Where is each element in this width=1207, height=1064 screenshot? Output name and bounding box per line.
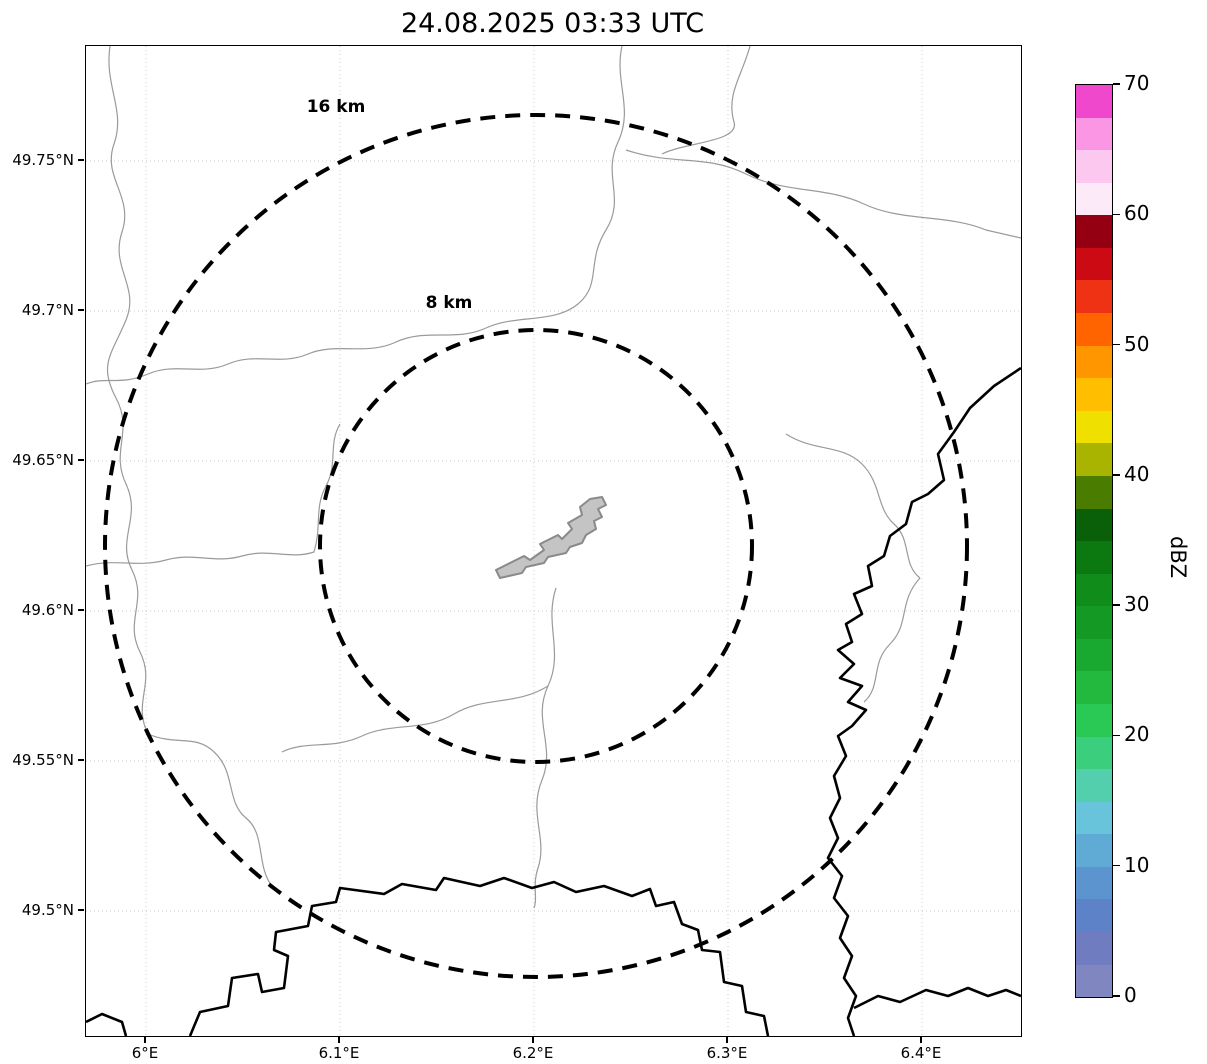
x-tick-mark: [144, 1037, 146, 1043]
colorbar-segment: [1076, 85, 1112, 118]
y-tick-label: 49.65°N: [12, 451, 74, 469]
colorbar-segment: [1076, 606, 1112, 639]
admin-boundary-line: [661, 46, 751, 155]
x-tick-label: 6°E: [131, 1044, 159, 1062]
colorbar-tick-label: 30: [1124, 592, 1150, 617]
colorbar-segment: [1076, 541, 1112, 574]
colorbar-tick-mark: [1113, 604, 1120, 606]
colorbar-tick-mark: [1113, 995, 1120, 997]
colorbar-segment: [1076, 866, 1112, 900]
colorbar-tick-mark: [1113, 83, 1120, 85]
colorbar-segment: [1076, 475, 1112, 509]
x-tick-mark: [532, 1037, 534, 1043]
colorbar-tick-mark: [1113, 734, 1120, 737]
x-tick-mark: [920, 1037, 922, 1043]
colorbar-tick-label: 20: [1124, 722, 1150, 747]
colorbar-segment: [1076, 345, 1112, 379]
colorbar-segment: [1076, 378, 1112, 411]
country-border-line: [86, 1012, 128, 1036]
colorbar-segment: [1076, 769, 1112, 802]
admin-boundary-line: [863, 577, 921, 703]
admin-boundary-line: [86, 423, 341, 567]
colorbar-tick-label: 60: [1124, 201, 1150, 226]
colorbar-tick-label: 0: [1124, 983, 1137, 1007]
colorbar-tick-label: 40: [1124, 461, 1150, 486]
x-tick-label: 6.2°E: [512, 1044, 554, 1062]
colorbar-segment: [1076, 215, 1112, 248]
country-border-line: [188, 876, 770, 1036]
admin-boundary-line: [86, 46, 625, 385]
colorbar-tick-label: 70: [1124, 71, 1150, 95]
admin-boundary-line: [785, 433, 921, 579]
colorbar-segment: [1076, 703, 1112, 737]
y-tick-label: 49.6°N: [21, 601, 74, 619]
x-tick-mark: [726, 1037, 728, 1043]
map-plot: 8 km 16 km: [85, 45, 1022, 1037]
colorbar-segment: [1076, 443, 1112, 476]
colorbar-segment: [1076, 964, 1112, 998]
country-border-line: [826, 366, 1021, 1036]
admin-boundary-line: [625, 149, 1021, 239]
colorbar-segment: [1076, 280, 1112, 314]
colorbar-segment: [1076, 247, 1112, 281]
colorbar-segment: [1076, 182, 1112, 216]
colorbar-segment: [1076, 410, 1112, 444]
range-ring-label: 8 km: [426, 293, 473, 313]
y-tick-label: 49.75°N: [12, 151, 74, 169]
colorbar-segment: [1076, 573, 1112, 607]
range-ring-label: 16 km: [307, 97, 366, 117]
colorbar-segment: [1076, 932, 1112, 965]
y-tick-mark: [78, 459, 84, 461]
admin-boundary-line: [533, 587, 557, 909]
colorbar-tick-mark: [1113, 213, 1120, 216]
country-border-line: [853, 986, 1021, 1010]
y-tick-label: 49.5°N: [21, 901, 74, 919]
colorbar-segment: [1076, 736, 1112, 770]
figure-title: 24.08.2025 03:33 UTC: [400, 8, 705, 39]
colorbar-segment: [1076, 150, 1112, 183]
y-tick-label: 49.55°N: [12, 751, 74, 769]
colorbar-tick-mark: [1113, 864, 1120, 867]
y-tick-mark: [78, 759, 84, 761]
x-tick-label: 6.3°E: [706, 1044, 748, 1062]
y-tick-mark: [78, 159, 84, 161]
colorbar-segment: [1076, 671, 1112, 704]
colorbar-segment: [1076, 117, 1112, 151]
map-canvas: 8 km 16 km: [86, 46, 1021, 1036]
colorbar-segment: [1076, 899, 1112, 933]
colorbar-segment: [1076, 638, 1112, 672]
colorbar-segment: [1076, 834, 1112, 867]
colorbar-segment: [1076, 313, 1112, 346]
y-tick-mark: [78, 309, 84, 311]
x-tick-mark: [338, 1037, 340, 1043]
range-ring-8-km: [318, 328, 754, 764]
admin-boundary-line: [147, 733, 273, 887]
colorbar-tick-mark: [1113, 474, 1120, 476]
y-tick-mark: [78, 609, 84, 611]
colorbar: [1075, 84, 1113, 998]
colorbar-tick-label: 10: [1124, 852, 1150, 877]
colorbar-tick-mark: [1113, 343, 1120, 346]
admin-boundary-line: [281, 685, 549, 753]
airport-outline: [495, 496, 607, 579]
colorbar-segment: [1076, 508, 1112, 542]
colorbar-label: dBZ: [1166, 536, 1190, 579]
admin-boundary-line: [106, 46, 149, 735]
colorbar-segment: [1076, 801, 1112, 835]
y-tick-mark: [78, 909, 84, 911]
y-tick-label: 49.7°N: [21, 301, 74, 319]
x-tick-label: 6.1°E: [318, 1044, 360, 1062]
range-ring-16-km: [103, 113, 969, 979]
colorbar-tick-label: 50: [1124, 331, 1150, 356]
x-tick-label: 6.4°E: [900, 1044, 942, 1062]
